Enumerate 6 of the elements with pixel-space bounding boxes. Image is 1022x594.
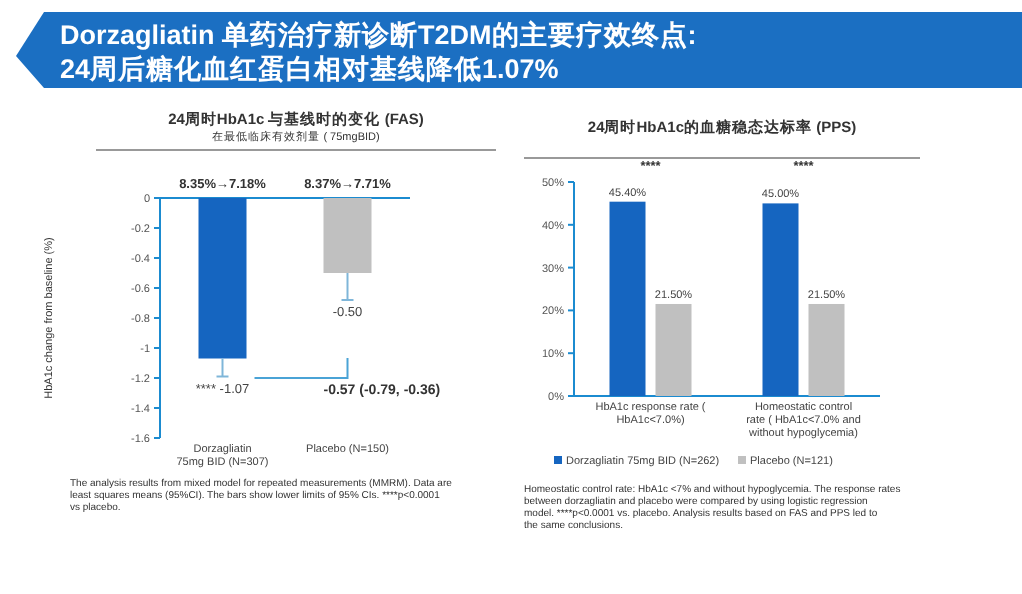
bar (655, 303, 692, 396)
text: 24周后糖化血红蛋白相对基线降低1.07% (60, 52, 559, 84)
bar (808, 303, 845, 396)
bar (762, 203, 799, 396)
bar (609, 201, 646, 396)
text: Dorzagliatin 单药治疗新诊断T2DM的主要疗效终点: (60, 18, 697, 50)
